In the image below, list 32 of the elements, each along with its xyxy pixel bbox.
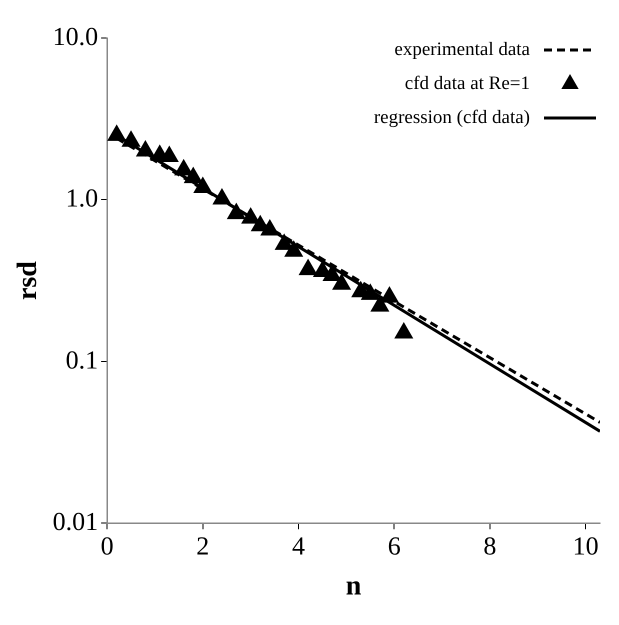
- point: [394, 322, 413, 338]
- y-tick-label: 1.0: [66, 184, 98, 213]
- point: [332, 274, 351, 290]
- x-axis-title: n: [346, 570, 362, 602]
- point: [242, 208, 260, 224]
- point: [136, 140, 155, 157]
- point: [122, 130, 140, 147]
- x-tick-label: 10: [572, 532, 599, 561]
- point: [284, 240, 303, 257]
- y-tick-label: 10.0: [52, 22, 98, 51]
- point: [212, 188, 232, 205]
- y-tick-label: 0.1: [66, 345, 98, 374]
- x-tick-label: 6: [388, 532, 401, 561]
- legend-label: regression (cfd data): [374, 106, 530, 128]
- point: [298, 259, 318, 276]
- y-axis-title: rsd: [12, 260, 44, 300]
- point: [194, 177, 212, 194]
- point: [174, 159, 193, 176]
- point: [108, 124, 126, 141]
- legend-label: experimental data: [394, 38, 531, 60]
- point: [260, 219, 279, 236]
- x-tick-label: 0: [100, 532, 114, 561]
- legend-label: cfd data at Re=1: [404, 72, 530, 94]
- point: [227, 203, 246, 220]
- point: [160, 146, 178, 162]
- point: [184, 167, 202, 184]
- point: [370, 296, 390, 312]
- x-tick-label: 8: [483, 532, 496, 561]
- y-tick-label: 0.01: [52, 507, 98, 536]
- point: [361, 284, 380, 300]
- x-tick-label: 2: [196, 532, 210, 561]
- x-tick-label: 4: [292, 532, 306, 561]
